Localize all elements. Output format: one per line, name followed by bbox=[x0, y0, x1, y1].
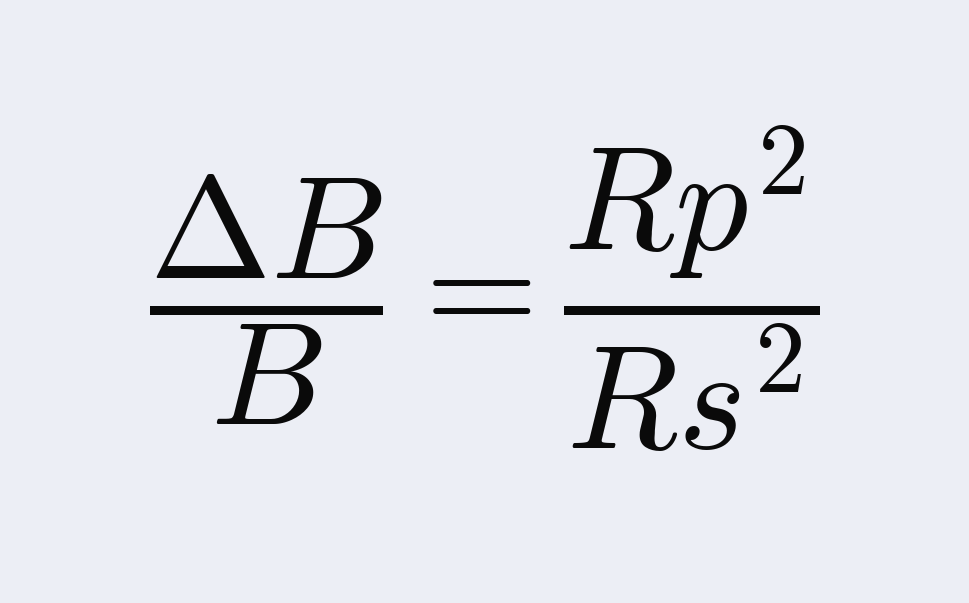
Text: $\dfrac{\Delta B}{B} = \dfrac{Rp^2}{Rs^2}$: $\dfrac{\Delta B}{B} = \dfrac{Rp^2}{Rs^2… bbox=[149, 124, 820, 455]
